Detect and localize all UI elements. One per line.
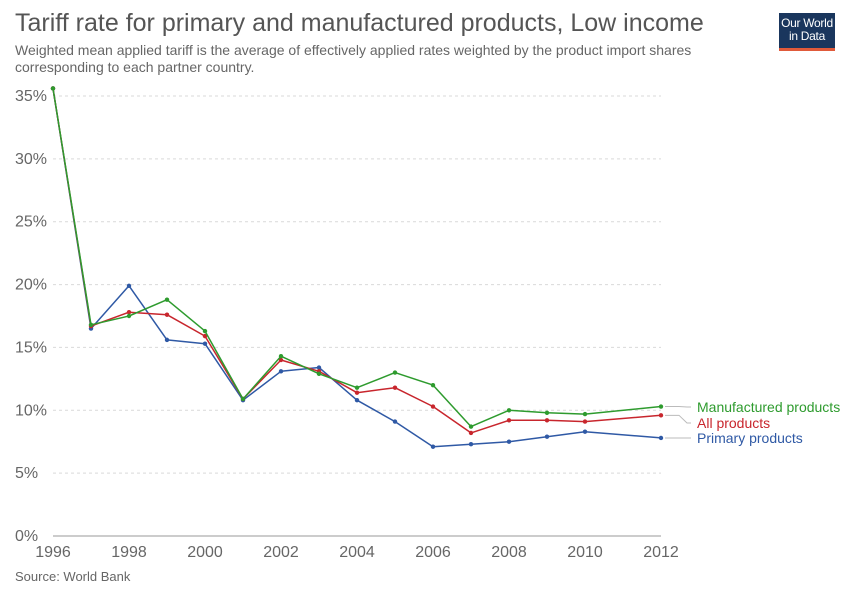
x-tick-label: 2012 xyxy=(643,544,679,561)
data-point[interactable] xyxy=(202,341,208,346)
data-point[interactable] xyxy=(164,312,170,317)
x-tick-label: 2004 xyxy=(339,544,375,561)
logo-line-2: in Data xyxy=(789,29,825,43)
data-point[interactable] xyxy=(544,410,550,415)
data-point[interactable] xyxy=(658,435,664,441)
x-tick-label: 2008 xyxy=(491,544,527,561)
data-point[interactable] xyxy=(506,418,512,423)
data-point[interactable] xyxy=(50,86,56,91)
x-tick-label: 2010 xyxy=(567,544,603,561)
data-point[interactable] xyxy=(392,385,398,390)
data-point[interactable] xyxy=(126,313,132,319)
data-point[interactable] xyxy=(354,385,360,390)
data-point[interactable] xyxy=(278,354,284,359)
data-point[interactable] xyxy=(278,357,284,363)
source-note: Source: World Bank xyxy=(15,569,131,584)
chart-subtitle: Weighted mean applied tariff is the aver… xyxy=(15,42,692,75)
series-line[interactable] xyxy=(52,88,662,428)
data-point[interactable] xyxy=(430,382,436,388)
data-point[interactable] xyxy=(354,390,360,395)
y-tick-label: 15% xyxy=(15,339,47,356)
data-point[interactable] xyxy=(544,434,550,439)
data-point[interactable] xyxy=(468,442,474,447)
x-tick-label: 2006 xyxy=(415,544,451,561)
data-point[interactable] xyxy=(506,439,512,444)
chart-title: Tariff rate for primary and manufactured… xyxy=(15,9,704,37)
grid-lines xyxy=(53,95,661,474)
data-point[interactable] xyxy=(582,411,588,417)
data-point[interactable] xyxy=(126,283,132,289)
y-tick-label: 30% xyxy=(15,151,47,168)
data-point[interactable] xyxy=(240,396,246,402)
x-axis-tick-labels: 1996 1998 2000 2002 2004 2006 2008 2010 2012 xyxy=(35,544,679,561)
y-tick-label: 10% xyxy=(15,402,47,419)
data-point[interactable] xyxy=(506,408,512,413)
data-point[interactable] xyxy=(126,310,132,315)
data-point[interactable] xyxy=(544,418,550,423)
data-point[interactable] xyxy=(392,419,398,424)
owid-logo[interactable]: Our World in Data xyxy=(779,13,835,51)
y-tick-label: 0% xyxy=(15,528,38,545)
y-tick-label: 35% xyxy=(15,88,47,105)
y-tick-label: 20% xyxy=(15,277,47,294)
data-point[interactable] xyxy=(164,297,170,302)
logo-line-1: Our World xyxy=(781,16,833,30)
data-point[interactable] xyxy=(354,398,360,403)
data-point[interactable] xyxy=(582,429,588,434)
legend-connector xyxy=(665,414,691,424)
data-point[interactable] xyxy=(658,413,664,418)
series-line[interactable] xyxy=(52,88,662,434)
data-point[interactable] xyxy=(468,424,474,429)
legend-entry[interactable]: All products xyxy=(697,415,770,431)
data-point[interactable] xyxy=(658,404,664,409)
data-point[interactable] xyxy=(430,404,436,409)
data-point[interactable] xyxy=(202,333,208,339)
y-tick-label: 25% xyxy=(15,214,47,231)
data-point[interactable] xyxy=(88,322,94,327)
series-manufactured-products[interactable] xyxy=(50,86,664,429)
x-tick-label: 2002 xyxy=(263,544,299,561)
y-axis-tick-labels: 0% 5% 10% 15% 20% 25% 30% 35% xyxy=(15,88,47,545)
data-point[interactable] xyxy=(468,430,474,436)
y-tick-label: 5% xyxy=(15,465,38,482)
x-tick-label: 2000 xyxy=(187,544,223,561)
x-tick-label: 1998 xyxy=(111,544,147,561)
series-lines[interactable] xyxy=(50,86,664,449)
data-point[interactable] xyxy=(582,419,588,424)
data-point[interactable] xyxy=(202,328,208,334)
data-point[interactable] xyxy=(430,444,436,449)
data-point[interactable] xyxy=(164,337,170,343)
data-point[interactable] xyxy=(316,371,322,377)
series-all-products[interactable] xyxy=(50,86,664,436)
legend-entry[interactable]: Primary products xyxy=(697,430,803,446)
data-point[interactable] xyxy=(278,369,284,374)
x-tick-label: 1996 xyxy=(35,544,71,561)
data-point[interactable] xyxy=(392,370,398,375)
data-point[interactable] xyxy=(316,365,322,370)
legend-entry[interactable]: Manufactured products xyxy=(697,399,840,415)
